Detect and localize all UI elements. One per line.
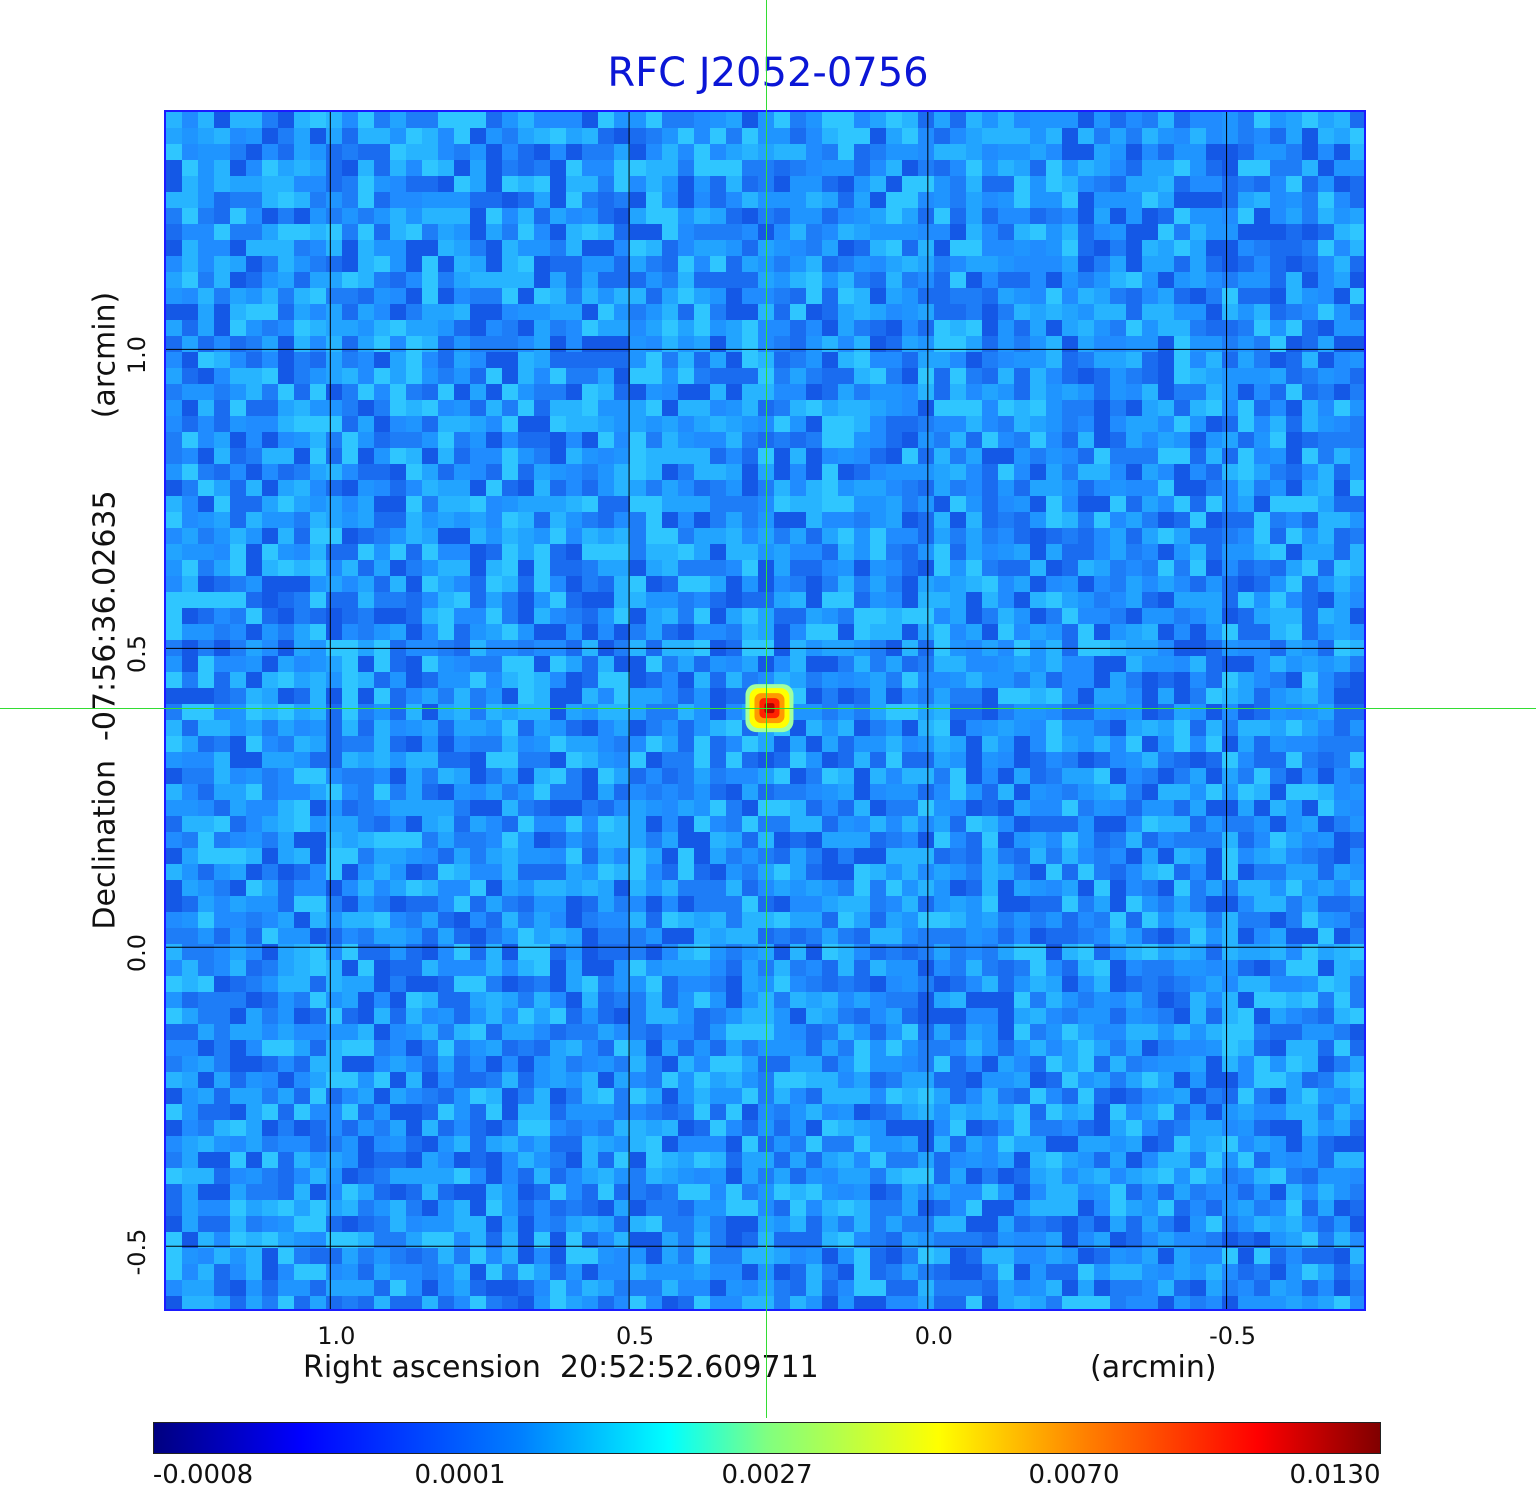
y-axis-unit: (arcmin): [87, 291, 123, 419]
x-tick-label: 0.5: [615, 1322, 655, 1350]
y-tick-label: 0.0: [123, 934, 151, 973]
colorbar-tick-label: 0.0070: [1028, 1460, 1120, 1490]
noise-background: [166, 112, 1364, 1309]
y-tick-label: 1.0: [123, 336, 151, 375]
y-axis-label: Declination -07:56:36.02635: [87, 490, 123, 930]
colorbar-tick-label: 0.0130: [1289, 1460, 1381, 1490]
crosshair-horizontal: [0, 708, 1536, 709]
chart-title: RFC J2052-0756: [607, 50, 929, 96]
colorbar-tick-label: 0.0001: [414, 1460, 506, 1490]
y-tick-label: 0.5: [123, 635, 151, 674]
sky-map-heatmap: [164, 110, 1366, 1311]
colorbar: [153, 1422, 1381, 1454]
crosshair-vertical: [766, 0, 767, 1418]
colorbar-tick-label: 0.0027: [721, 1460, 813, 1490]
y-tick-label: -0.5: [123, 1228, 151, 1276]
x-tick-label: 0.0: [914, 1322, 953, 1350]
colorbar-tick-label: -0.0008: [152, 1460, 254, 1490]
x-tick-label: -0.5: [1209, 1322, 1256, 1350]
x-tick-label: 1.0: [317, 1322, 356, 1350]
x-axis-label: Right ascension 20:52:52.609711: [303, 1350, 819, 1385]
x-axis-unit: (arcmin): [1090, 1350, 1217, 1385]
